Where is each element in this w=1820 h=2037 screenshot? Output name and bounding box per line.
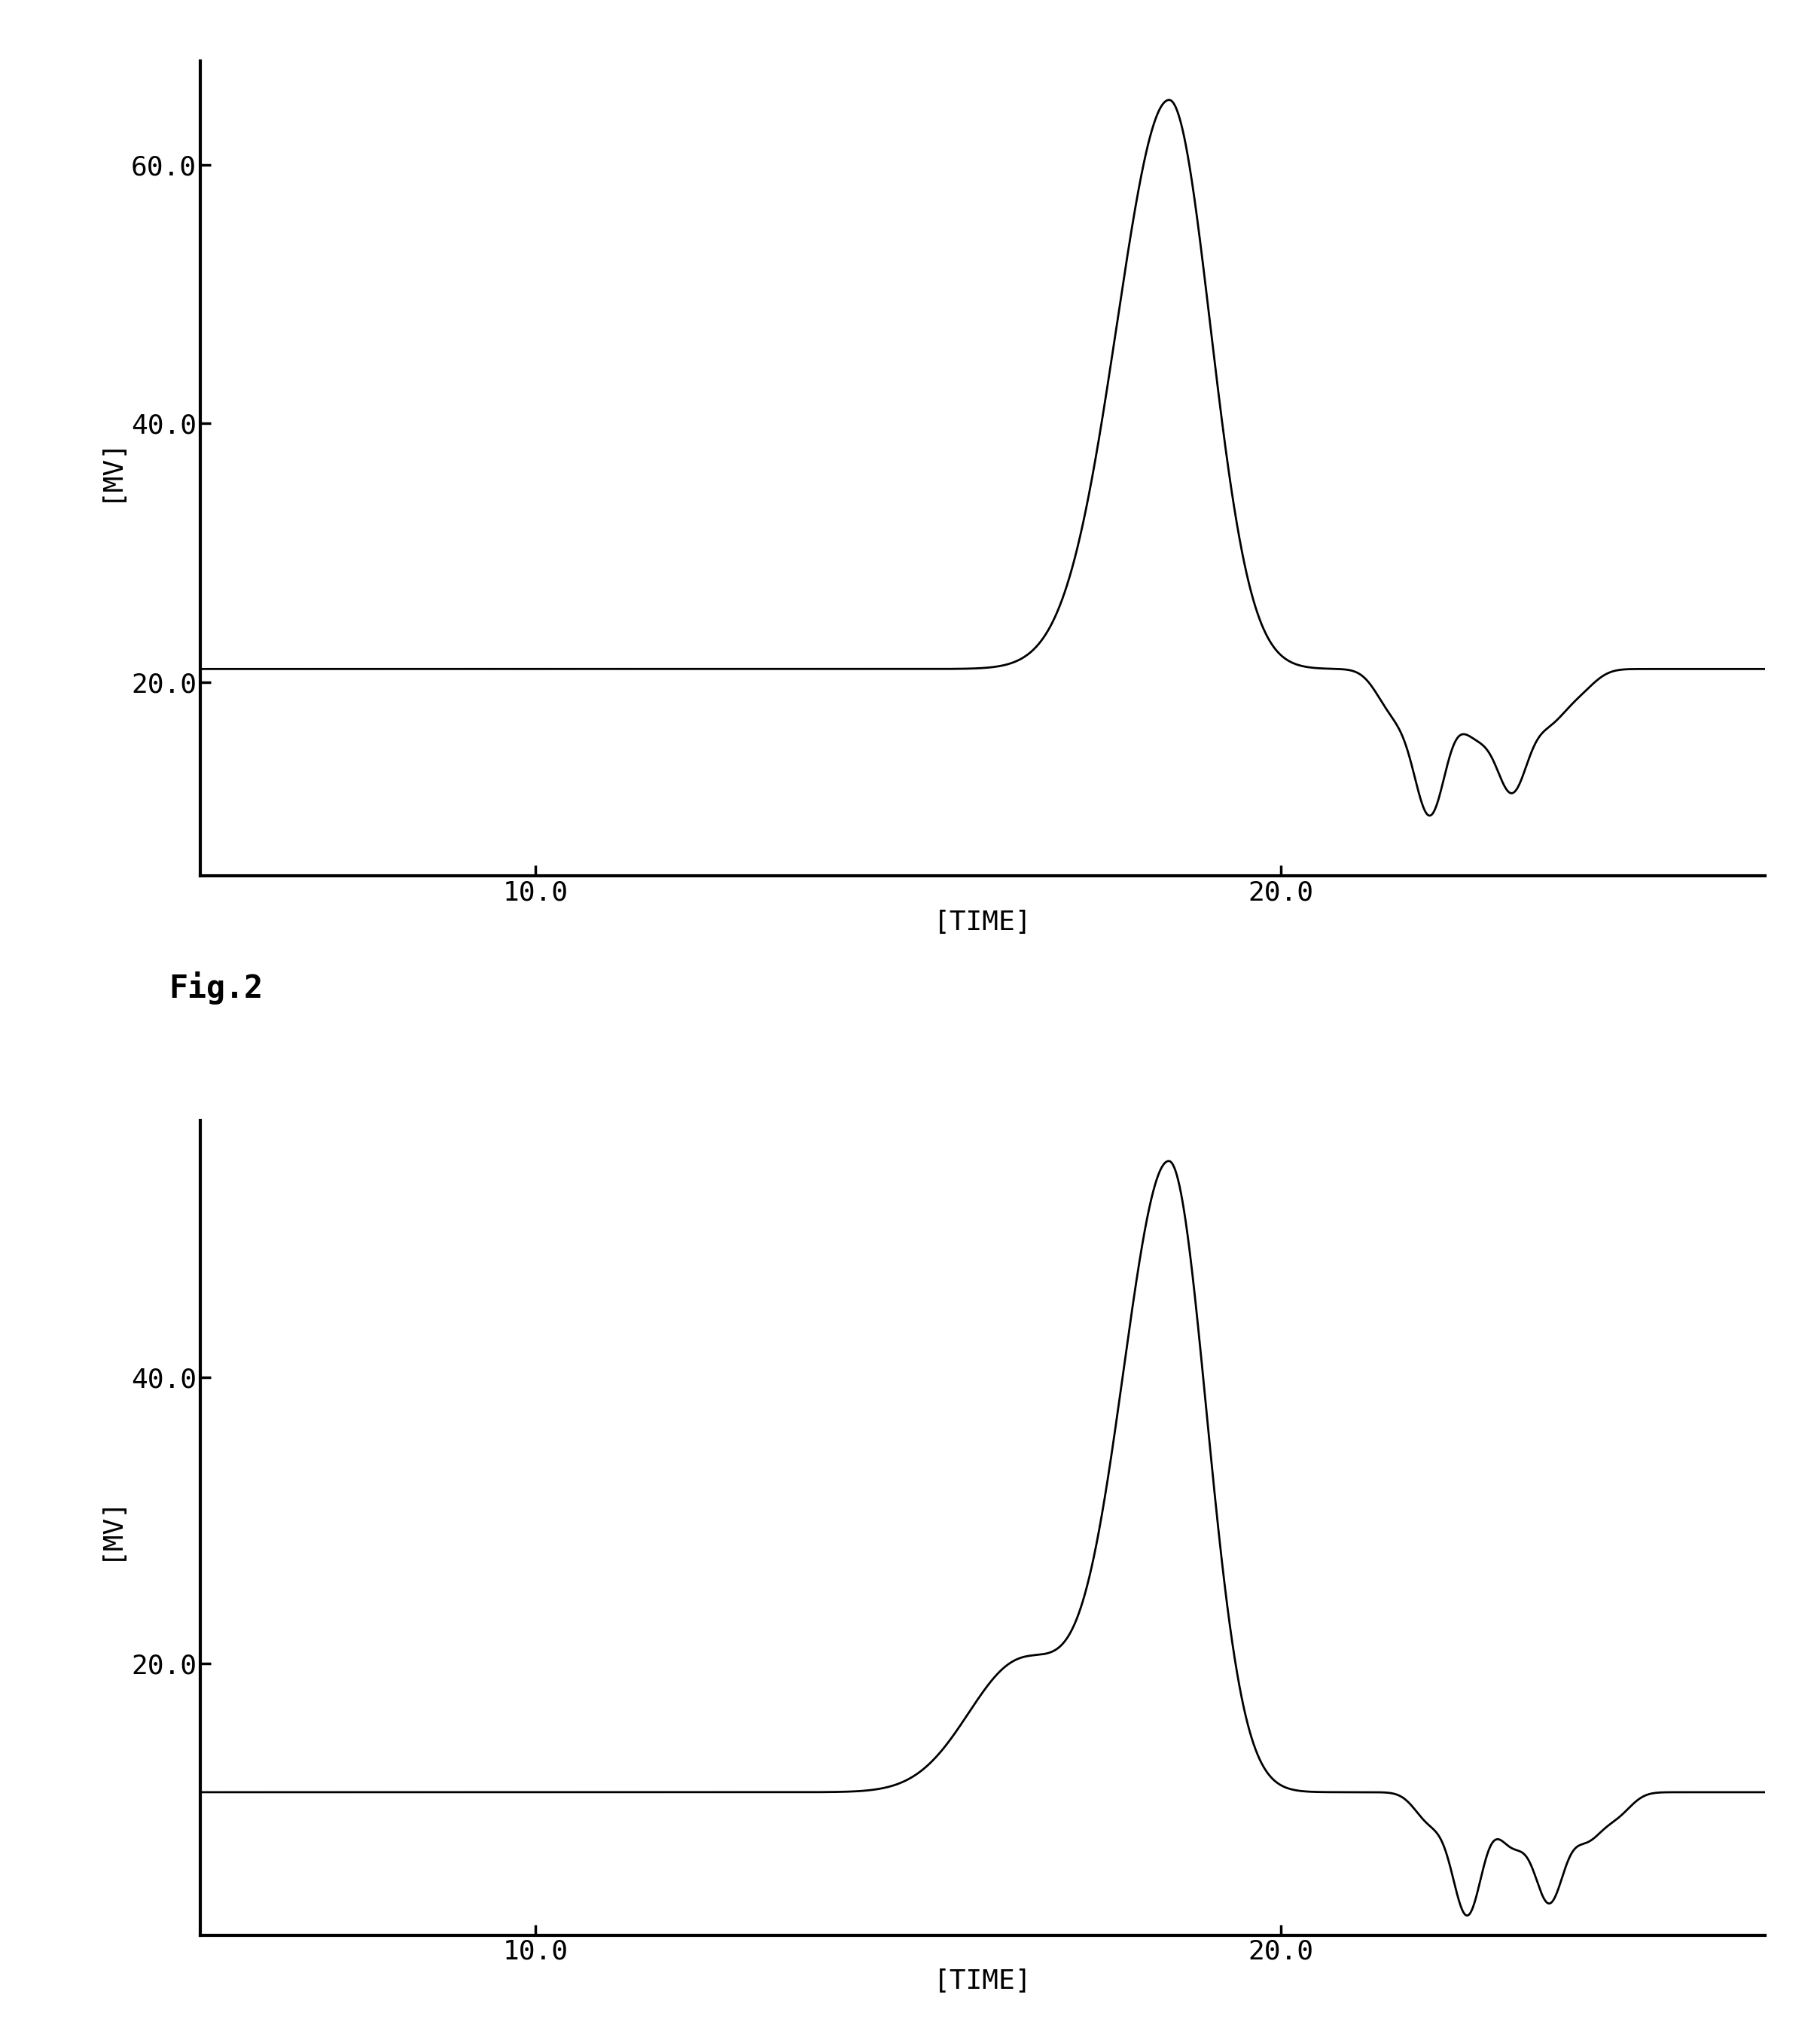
Text: Fig.2: Fig.2 [169, 972, 264, 1004]
X-axis label: [TIME]: [TIME] [934, 909, 1032, 935]
Y-axis label: [MV]: [MV] [96, 436, 122, 501]
X-axis label: [TIME]: [TIME] [934, 1968, 1032, 1994]
Y-axis label: [MV]: [MV] [96, 1495, 122, 1560]
